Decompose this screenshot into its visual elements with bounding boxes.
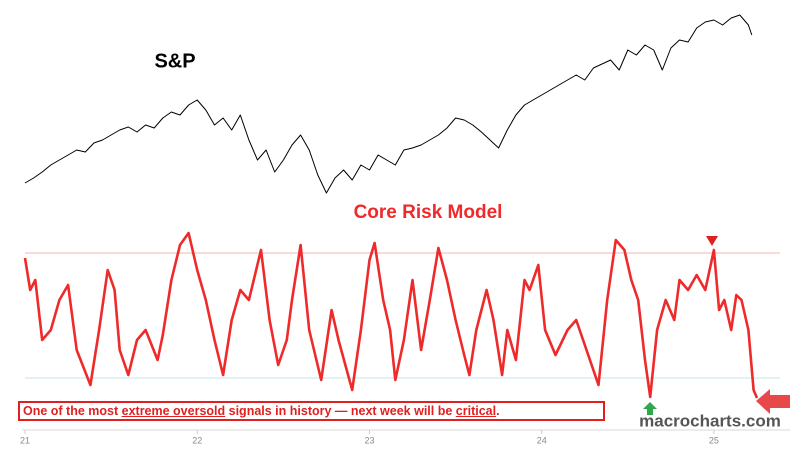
annotation: One of the most extreme oversold signals… <box>18 401 605 421</box>
annotation-text: . <box>496 404 500 418</box>
chart-title: S&P <box>154 50 195 72</box>
signal-arrow <box>643 402 657 415</box>
pointer-arrow <box>756 389 790 414</box>
signal-arrow <box>706 236 718 246</box>
series-line <box>23 231 759 399</box>
chart-title: Core Risk Model <box>354 202 503 223</box>
annotation-text: signals in history — next week will be <box>225 404 456 418</box>
annotation-text: One of the most <box>23 404 122 418</box>
annotation-text: extreme oversold <box>121 404 226 418</box>
watermark: macrocharts.com <box>639 411 781 430</box>
x-tick-label: 21 <box>20 435 30 445</box>
x-tick-label: 25 <box>709 435 719 445</box>
x-tick-label: 22 <box>192 435 202 445</box>
annotation-text: critical <box>455 404 497 418</box>
x-tick-label: 23 <box>364 435 374 445</box>
x-tick-label: 24 <box>537 435 547 445</box>
series-line <box>24 14 753 194</box>
